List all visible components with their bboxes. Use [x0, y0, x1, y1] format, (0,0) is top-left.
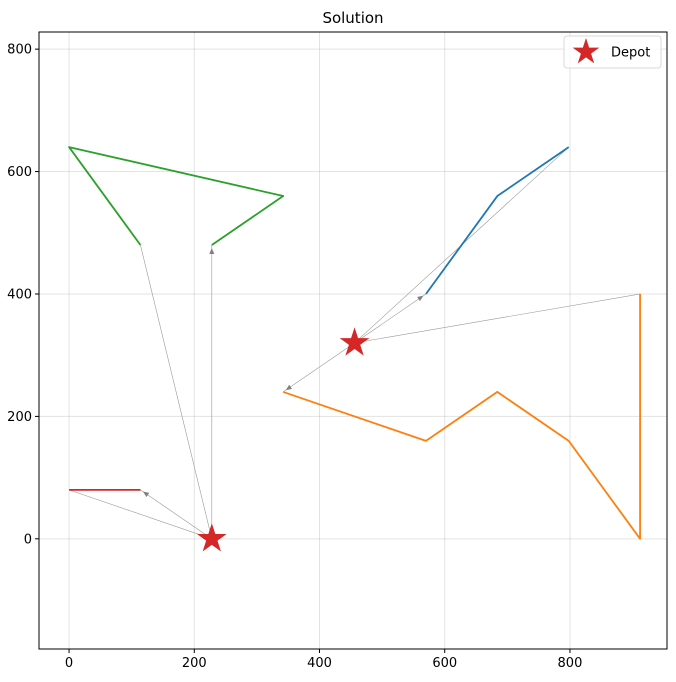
x-tick-label: 400 [307, 656, 332, 671]
legend-label-depot: Depot [611, 46, 650, 61]
routes [68, 146, 641, 540]
depots [196, 327, 370, 552]
legend: Depot [563, 35, 662, 69]
connector-line [283, 342, 355, 393]
chart-title: Solution [322, 9, 383, 27]
legend-star-icon [572, 38, 600, 64]
y-tick-label: 400 [7, 287, 32, 302]
x-tick-label: 200 [182, 656, 207, 671]
connector-line [140, 244, 213, 539]
route-line-1 [425, 146, 570, 295]
y-tick-label: 0 [24, 532, 32, 547]
route-line-2 [282, 293, 641, 540]
depot-star-icon [339, 327, 370, 356]
grid [39, 32, 667, 649]
y-tick-label: 600 [7, 165, 32, 180]
connector-line [354, 293, 641, 344]
arrowhead-icon [285, 384, 293, 391]
x-tick-label: 0 [65, 656, 73, 671]
legend-box [563, 35, 662, 69]
x-tick-label: 800 [558, 656, 583, 671]
route-line-3 [68, 146, 285, 246]
x-tick-label: 600 [432, 656, 457, 671]
plot-frame [38, 31, 668, 650]
connector-line [140, 489, 212, 540]
arrowhead-icon [209, 248, 215, 255]
arrowhead-icon [142, 491, 150, 498]
y-tick-label: 800 [7, 43, 32, 58]
connector-line [68, 489, 212, 540]
depot-star-icon [196, 523, 227, 552]
ticks: 0 200 400 600 800 0 200 400 600 800 [7, 43, 582, 671]
connector-line [354, 293, 427, 344]
y-tick-label: 200 [7, 410, 32, 425]
arrowhead-icon [417, 295, 424, 302]
